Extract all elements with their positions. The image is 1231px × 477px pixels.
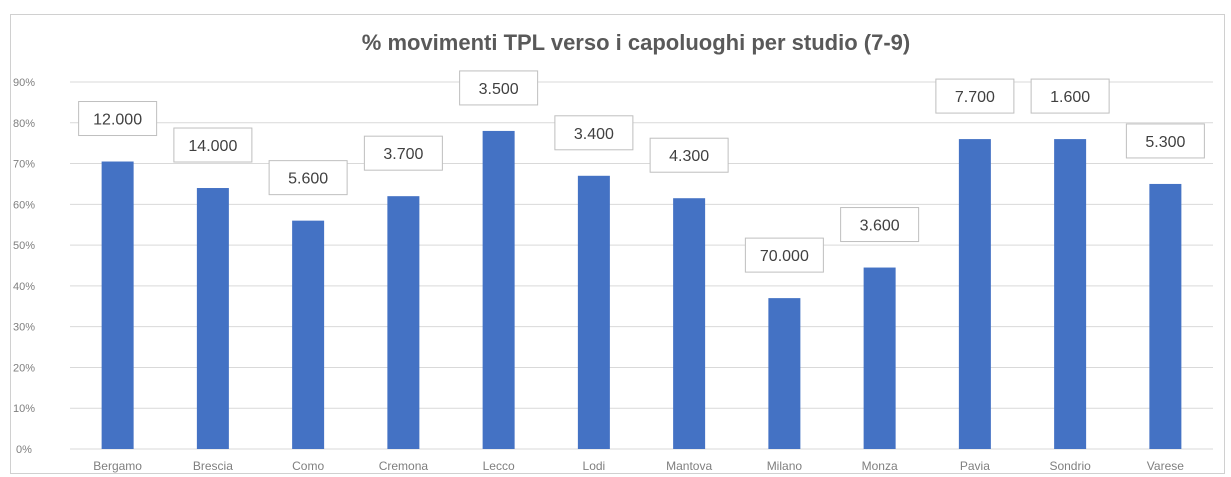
x-category-label: Varese xyxy=(1147,459,1184,473)
data-label-como: 5.600 xyxy=(268,160,348,196)
x-category-label: Sondrio xyxy=(1049,459,1091,473)
data-label-text: 1.600 xyxy=(1050,89,1090,106)
bar-pavia xyxy=(958,139,991,450)
y-tick-label: 60% xyxy=(13,199,35,211)
bar-monza xyxy=(863,267,896,449)
data-label-lecco: 3.500 xyxy=(459,70,539,106)
x-category-label: Monza xyxy=(862,459,898,473)
y-tick-label: 0% xyxy=(16,444,32,456)
data-label-box xyxy=(268,160,348,196)
y-axis-tick-labels: 0% 10% 20% 30% 40% 50% 60% 70% 80% 90% xyxy=(13,77,35,456)
bar-milano xyxy=(768,298,801,449)
data-label-text: 3.400 xyxy=(574,126,614,143)
data-label-text: 70.000 xyxy=(760,248,809,265)
data-label-text: 4.300 xyxy=(669,148,709,165)
x-category-label: Pavia xyxy=(960,459,990,473)
y-tick-label: 90% xyxy=(13,77,35,89)
data-label-box xyxy=(1030,78,1110,114)
x-category-label: Brescia xyxy=(193,459,233,473)
data-label-box xyxy=(459,70,539,106)
data-label-box xyxy=(173,127,253,163)
bars xyxy=(101,130,1182,450)
data-label-mantova: 4.300 xyxy=(649,137,729,173)
data-label-text: 3.500 xyxy=(479,81,519,98)
data-label-text: 14.000 xyxy=(188,138,237,155)
data-label-cremona: 3.700 xyxy=(363,135,443,171)
bar-brescia xyxy=(196,188,229,449)
x-category-label: Milano xyxy=(767,459,803,473)
x-category-label: Cremona xyxy=(379,459,429,473)
y-tick-label: 70% xyxy=(13,159,35,171)
y-tick-label: 50% xyxy=(13,240,35,252)
data-label-milano: 70.000 xyxy=(744,237,824,273)
data-label-text: 12.000 xyxy=(93,112,142,129)
gridlines xyxy=(70,81,1213,450)
data-label-text: 5.600 xyxy=(288,171,328,188)
data-label-box xyxy=(1125,123,1205,159)
data-label-box xyxy=(78,101,158,137)
data-label-bergamo: 12.000 xyxy=(78,101,158,137)
y-tick-label: 10% xyxy=(13,403,35,415)
bar-lecco xyxy=(482,130,515,449)
x-category-label: Bergamo xyxy=(93,459,142,473)
x-axis-category-labels: Bergamo Brescia Como Cremona Lecco Lodi Mantov… xyxy=(93,459,1184,473)
data-label-text: 7.700 xyxy=(955,89,995,106)
data-label-text: 5.300 xyxy=(1145,134,1185,151)
y-tick-label: 40% xyxy=(13,281,35,293)
data-label-box xyxy=(554,115,634,151)
data-label-sondrio: 1.600 xyxy=(1030,78,1110,114)
bar-varese xyxy=(1149,183,1182,449)
data-label-varese: 5.300 xyxy=(1125,123,1205,159)
data-label-box xyxy=(363,135,443,171)
bar-cremona xyxy=(387,196,420,449)
data-label-box xyxy=(840,207,920,243)
data-label-text: 3.600 xyxy=(860,218,900,235)
x-category-label: Lodi xyxy=(583,459,606,473)
x-category-label: Lecco xyxy=(483,459,515,473)
data-label-monza: 3.600 xyxy=(840,207,920,243)
bar-sondrio xyxy=(1054,139,1087,450)
data-label-box xyxy=(744,237,824,273)
bar-lodi xyxy=(577,175,610,450)
x-category-label: Como xyxy=(292,459,324,473)
data-label-lodi: 3.400 xyxy=(554,115,634,151)
data-label-pavia: 7.700 xyxy=(935,78,1015,114)
bar-mantova xyxy=(673,198,706,449)
data-label-brescia: 14.000 xyxy=(173,127,253,163)
chart-title: % movimenti TPL verso i capoluoghi per s… xyxy=(362,30,910,55)
data-label-box xyxy=(935,78,1015,114)
data-labels: 12.000 14.000 5.600 3.700 3.500 3.400 4.300 70.… xyxy=(78,70,1205,273)
y-tick-label: 80% xyxy=(13,118,35,130)
data-label-box xyxy=(649,137,729,173)
data-label-text: 3.700 xyxy=(383,146,423,163)
x-category-label: Mantova xyxy=(666,459,712,473)
y-tick-label: 30% xyxy=(13,322,35,334)
y-tick-label: 20% xyxy=(13,362,35,374)
bar-como xyxy=(292,220,325,449)
bar-bergamo xyxy=(101,161,134,449)
